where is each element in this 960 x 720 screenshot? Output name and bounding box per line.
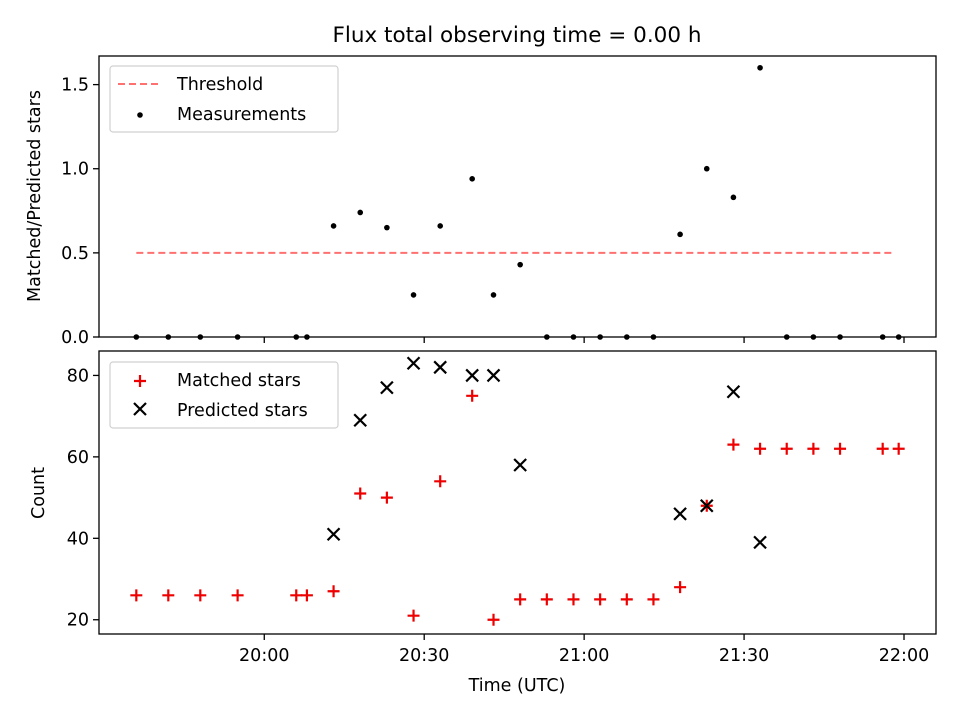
axes-frame xyxy=(98,55,937,338)
counts-marks xyxy=(130,356,905,626)
y-tick-label: 60 xyxy=(67,448,89,468)
figure-title: Flux total observing time = 0.00 h xyxy=(333,23,702,48)
measurement-point xyxy=(730,194,737,201)
matched-star-point xyxy=(807,442,820,455)
matched-star-point xyxy=(487,613,500,626)
y-tick-label: 0.5 xyxy=(61,244,89,264)
matched-star-point xyxy=(647,593,660,606)
matched-star-point xyxy=(231,589,244,602)
predicted-star-point xyxy=(380,380,394,395)
measurement-point xyxy=(437,223,443,229)
legend-ratio: Threshold Measurements xyxy=(109,65,339,133)
predicted-star-point xyxy=(726,384,741,399)
axes-frame xyxy=(98,350,937,635)
legend-matched-label: Matched stars xyxy=(177,371,301,391)
x-tick-label: 20:30 xyxy=(399,646,449,666)
legend-threshold-label: Threshold xyxy=(176,75,263,95)
predicted-star-point xyxy=(433,360,447,375)
y-tick-label: 20 xyxy=(67,611,89,631)
matched-star-point xyxy=(407,609,420,622)
predicted-star-point xyxy=(673,507,687,521)
matched-star-point xyxy=(130,589,143,602)
measurement-point xyxy=(757,64,763,71)
measurement-point xyxy=(384,224,390,231)
legend-measurements-swatch xyxy=(137,112,143,118)
predicted-star-point xyxy=(326,527,341,542)
x-tick-label: 20:00 xyxy=(239,646,289,666)
predicted-star-point xyxy=(406,356,421,370)
x-tick-label: 21:30 xyxy=(719,646,769,666)
matched-star-point xyxy=(466,389,479,402)
counts-axes: 20 40 60 80 20:00 20:30 21:00 21:30 22:00 xyxy=(67,350,937,666)
matched-star-point xyxy=(194,589,207,602)
predicted-star-point xyxy=(753,535,767,550)
measurement-point xyxy=(330,223,337,229)
ylabel-counts: Count xyxy=(29,467,49,519)
measurement-point xyxy=(490,292,497,298)
matched-star-point xyxy=(780,442,793,455)
ylabel-ratio: Matched/Predicted stars xyxy=(25,90,45,302)
matched-star-point xyxy=(300,589,313,602)
legend-counts: Matched stars Predicted stars xyxy=(109,361,339,429)
legend-counts-box xyxy=(109,361,339,429)
measurement-point xyxy=(410,292,417,298)
matched-star-point xyxy=(290,589,303,602)
measurement-point xyxy=(469,176,475,182)
predicted-star-point xyxy=(465,368,479,383)
matched-star-point xyxy=(620,593,633,606)
y-tick-label: 0.0 xyxy=(61,328,89,348)
x-tick-label: 22:00 xyxy=(879,646,929,666)
predicted-star-point xyxy=(699,498,714,513)
matched-star-point xyxy=(567,593,580,606)
matched-star-point xyxy=(514,593,527,606)
x-tick-label: 21:00 xyxy=(559,646,609,666)
measurement-point xyxy=(677,231,683,238)
matched-star-point xyxy=(727,438,740,451)
matched-star-point xyxy=(754,442,767,455)
legend-predicted-label: Predicted stars xyxy=(177,401,308,421)
panel-ratio: Matched/Predicted stars 0.0 0.5 1.0 1.5 Thr… xyxy=(25,55,937,348)
y-tick-label: 80 xyxy=(67,366,89,386)
measurement-point xyxy=(517,261,523,268)
predicted-star-point xyxy=(513,458,527,472)
matched-star-point xyxy=(674,581,687,594)
matched-star-point xyxy=(380,491,393,504)
matched-star-point xyxy=(876,442,889,455)
matched-star-point xyxy=(162,589,175,602)
legend-ratio-box xyxy=(109,65,339,133)
legend-matched-swatch xyxy=(134,375,146,387)
matched-star-point xyxy=(594,593,607,606)
ratio-marks xyxy=(133,64,902,340)
xlabel: Time (UTC) xyxy=(468,676,566,696)
matched-star-point xyxy=(834,442,847,455)
y-tick-label: 1.5 xyxy=(61,76,89,96)
matched-star-point xyxy=(354,487,367,500)
y-tick-label: 1.0 xyxy=(61,160,89,180)
matched-star-point xyxy=(434,475,447,488)
ratio-axes: 0.0 0.5 1.0 1.5 xyxy=(61,55,937,348)
legend-predicted-swatch xyxy=(133,402,147,416)
predicted-star-point xyxy=(486,368,501,383)
matched-star-point xyxy=(892,442,905,455)
y-tick-label: 40 xyxy=(67,529,89,549)
matched-star-point xyxy=(327,585,340,598)
matched-star-point xyxy=(540,593,553,606)
legend-measurements-label: Measurements xyxy=(177,105,306,125)
predicted-star-point xyxy=(353,413,368,428)
measurement-point xyxy=(357,209,364,216)
measurement-point xyxy=(703,165,710,172)
